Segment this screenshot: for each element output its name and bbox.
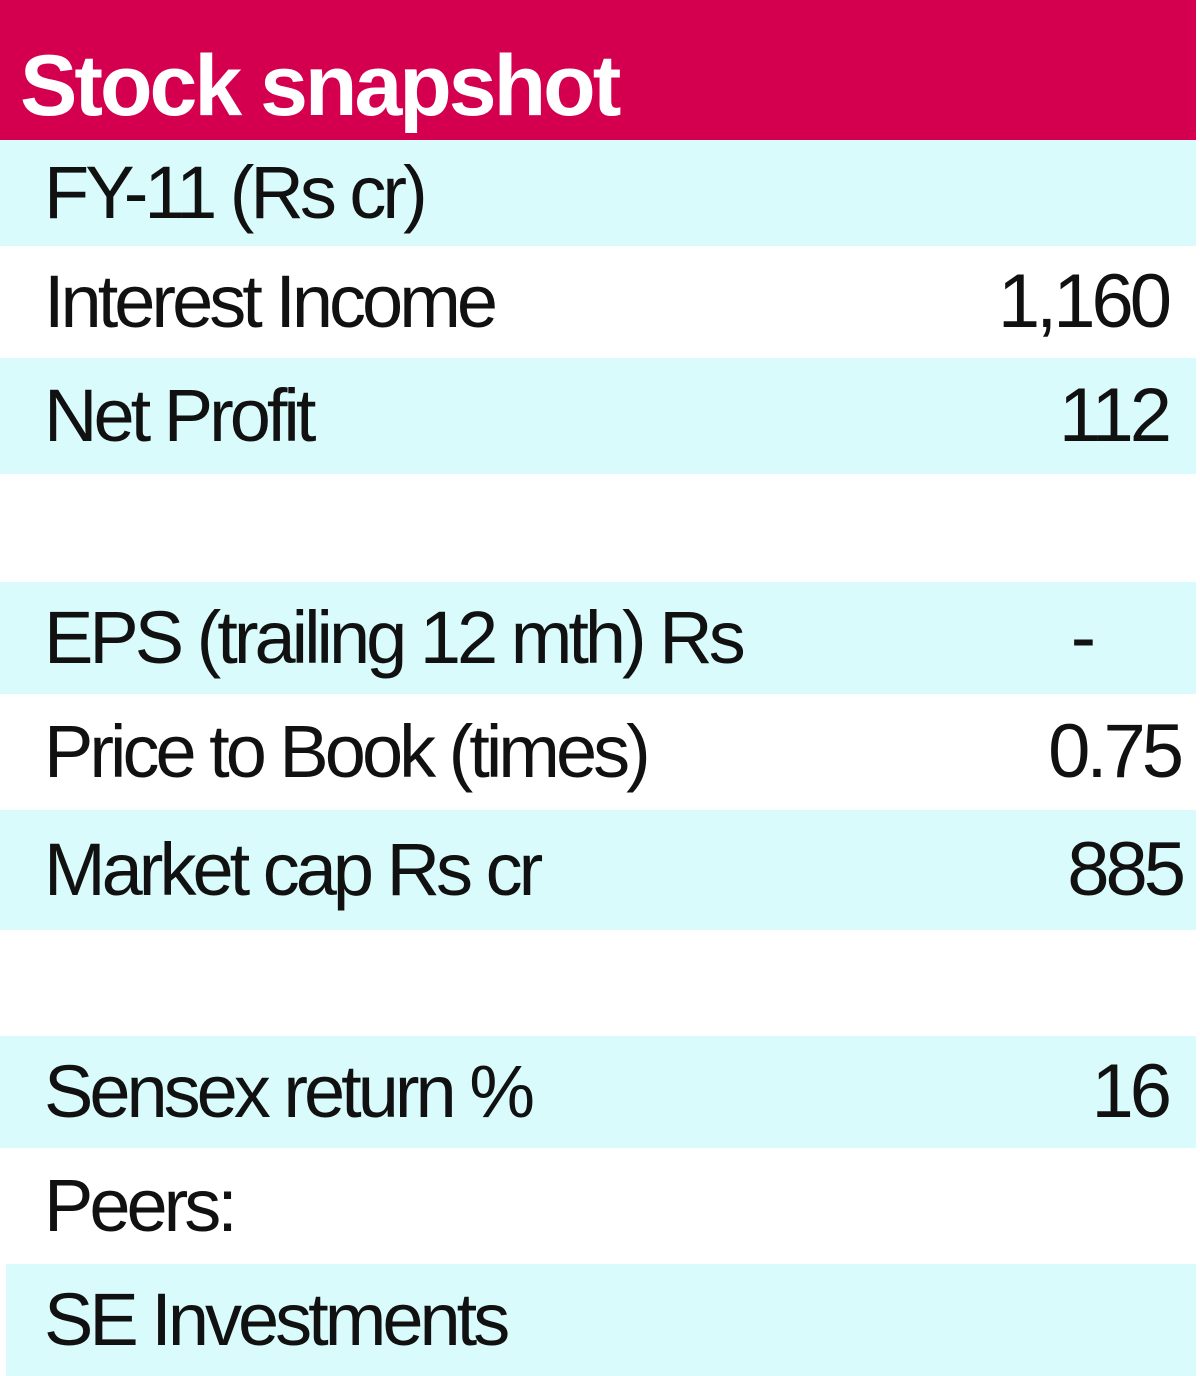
table-row-net-profit: Net Profit 112: [0, 358, 1196, 474]
peers-heading-row: Peers:: [0, 1148, 1196, 1264]
peers-heading: Peers:: [44, 1164, 238, 1247]
row-value: -: [1070, 595, 1096, 680]
row-label: Price to Book (times): [44, 710, 651, 793]
row-label: Market cap Rs cr: [44, 828, 543, 911]
row-label: Interest Income: [44, 260, 498, 343]
row-value: 885: [1067, 827, 1186, 912]
table-row-market-cap: Market cap Rs cr 885: [0, 810, 1196, 930]
section-spacer: [0, 474, 1196, 582]
fy-heading-label: FY-11 (Rs cr): [44, 151, 428, 234]
fy-heading-row: FY-11 (Rs cr): [0, 140, 1196, 246]
peer-name: SE Investments: [44, 1278, 510, 1361]
table-row-interest-income: Interest Income 1,160: [0, 246, 1196, 358]
row-label: EPS (trailing 12 mth) Rs: [44, 596, 746, 679]
row-value: 1,160: [997, 259, 1172, 344]
table-row-sensex-return: Sensex return % 16: [0, 1036, 1196, 1148]
table-row-price-to-book: Price to Book (times) 0.75: [0, 694, 1196, 810]
table-row-eps: EPS (trailing 12 mth) Rs -: [0, 582, 1196, 694]
page-title: Stock snapshot: [20, 38, 621, 134]
section-spacer: [0, 930, 1196, 1036]
row-value: 16: [1091, 1049, 1172, 1134]
row-label: Net Profit: [44, 374, 316, 457]
row-value: 0.75: [1048, 709, 1184, 794]
row-label: Sensex return %: [44, 1050, 535, 1133]
list-item-peer: SE Investments: [6, 1264, 1196, 1376]
row-value: 112: [1058, 373, 1172, 458]
header-bar: Stock snapshot: [0, 0, 1196, 140]
